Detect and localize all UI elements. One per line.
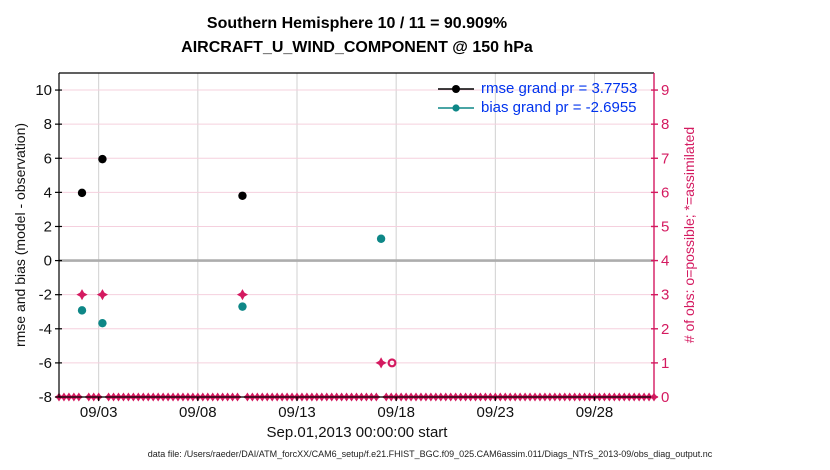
left-tick-label: 4 [44,184,52,201]
left-tick-label: -8 [39,389,52,406]
right-tick-label: 3 [661,287,669,304]
bias-marker [98,318,107,328]
right-tick-label: 9 [661,82,669,99]
x-tick-label: 09/13 [278,404,316,421]
assimilated-marker [96,289,109,301]
left-tick-label: 8 [44,116,52,133]
y-axis-label-left-text: rmse and bias (model - observation) [12,122,28,348]
legend-row-rmse: rmse grand pr = 3.7753 [437,79,637,98]
assimilated-marker [236,289,249,301]
left-tick-label: -2 [39,287,52,304]
legend: rmse grand pr = 3.7753 bias grand pr = -… [437,79,637,117]
rmse-legend-marker-icon [438,84,474,93]
left-tick-label: 0 [44,253,52,270]
left-tick-label: 10 [35,82,52,99]
x-tick-label: 09/03 [80,404,118,421]
right-tick-label: 8 [661,116,669,133]
title-line1: Southern Hemisphere 10 / 11 = 90.909% [206,15,508,32]
x-axis-label: Sep.01,2013 00:00:00 start [266,424,448,441]
legend-label-bias: bias grand pr = -2.6955 [481,99,637,116]
title-line2: AIRCRAFT_U_WIND_COMPONENT @ 150 hPa [181,39,533,56]
x-tick-label: 09/18 [377,404,415,421]
bias-marker [238,302,247,311]
assimilated-marker [375,357,387,369]
right-tick-label: 6 [661,184,669,201]
left-tick-label: 2 [44,218,52,235]
left-tick-label: 6 [44,150,52,167]
assimilated-marker [76,289,88,301]
possible-marker [387,358,397,368]
left-tick-label: -4 [39,321,52,338]
right-tick-label: 5 [661,218,669,235]
x-tick-label: 09/08 [179,404,217,421]
legend-row-bias: bias grand pr = -2.6955 [437,98,637,117]
bias-marker [77,306,87,315]
right-tick-label: 0 [661,389,669,406]
right-tick-label: 2 [661,321,669,338]
rmse-marker [98,154,107,164]
right-tick-label: 4 [661,253,669,270]
rmse-marker [238,191,247,200]
y-axis-label-right-text: # of obs: o=possible; *=assimilated [681,126,697,344]
legend-label-rmse: rmse grand pr = 3.7753 [481,80,638,97]
left-tick-label: -6 [39,355,52,372]
rmse-marker [77,188,87,198]
data-file-caption: data file: /Users/raeder/DAI/ATM_forcXX/… [147,449,713,459]
right-tick-label: 7 [661,150,669,167]
right-tick-label: 1 [661,355,669,372]
x-tick-label: 09/28 [576,404,614,421]
bias-legend-marker-icon [438,103,474,112]
bias-marker [376,234,386,243]
x-tick-label: 09/23 [477,404,515,421]
